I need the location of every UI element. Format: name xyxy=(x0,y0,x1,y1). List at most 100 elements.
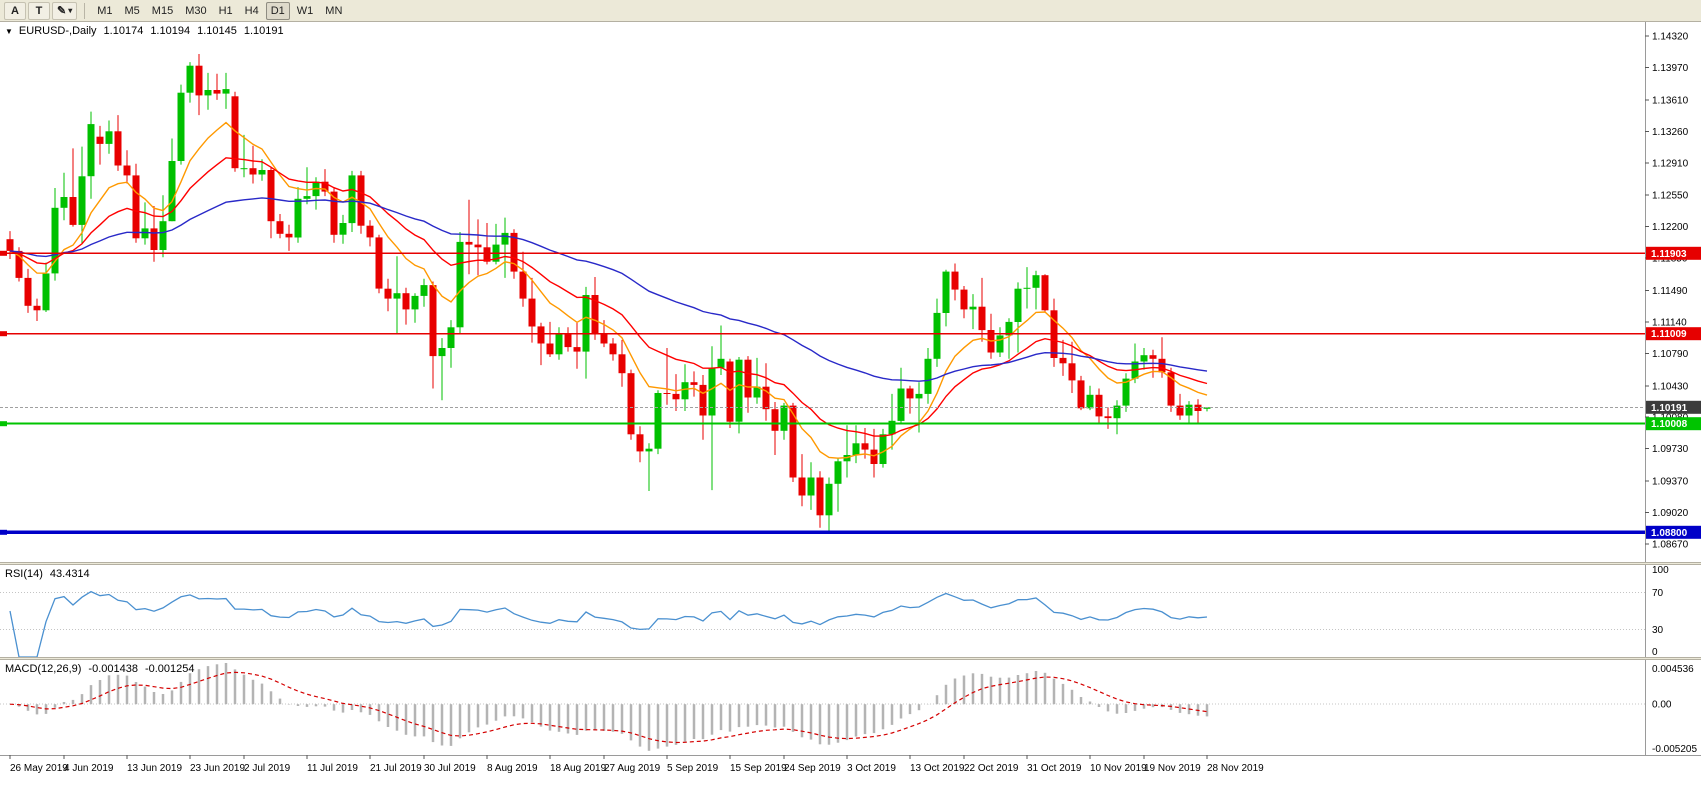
timeframe-button-h1[interactable]: H1 xyxy=(218,4,233,17)
price-tag-label: 1.10008 xyxy=(1651,419,1688,430)
candle-body xyxy=(105,131,113,144)
main-chart-panel: 1.14320 1.13970 1.13610 1.13260 1.12910 1.125… xyxy=(0,22,1701,562)
price-tag-label: 1.11009 xyxy=(1651,329,1687,340)
price-tick-label: 1.12550 xyxy=(1652,191,1689,202)
candle-body xyxy=(42,273,50,311)
price-tick-label: 1.11490 xyxy=(1652,286,1688,297)
toolbar-button-t[interactable]: T xyxy=(28,1,50,20)
timeframe-button-h4[interactable]: H4 xyxy=(244,4,259,17)
timeframe-button-m5[interactable]: M5 xyxy=(124,4,140,17)
caret-down-icon: ▾ xyxy=(68,6,73,15)
timeframe-button-m1[interactable]: M1 xyxy=(97,4,113,17)
candle-body xyxy=(942,271,950,313)
candle-body xyxy=(618,354,626,374)
date-label: 13 Jun 2019 xyxy=(127,763,182,774)
macd-chart[interactable]: 0.004536 0.00 -0.005205 xyxy=(0,660,1701,755)
candle-body xyxy=(690,382,698,385)
candle-body xyxy=(357,175,365,226)
candle-body xyxy=(960,289,968,310)
date-axis-panel[interactable]: 26 May 2019 4 Jun 2019 13 Jun 2019 23 Jun 2… xyxy=(0,755,1701,788)
candle-body xyxy=(141,228,149,239)
price-tick-label: 1.13610 xyxy=(1652,95,1689,106)
macd-axis-label: 0.004536 xyxy=(1652,664,1694,675)
main-chart[interactable]: 1.14320 1.13970 1.13610 1.13260 1.12910 1.125… xyxy=(0,22,1701,562)
candle-body xyxy=(330,191,338,235)
candle-body xyxy=(60,197,68,208)
candle-body xyxy=(393,293,401,299)
candle-body xyxy=(1122,378,1130,406)
line-endpoint xyxy=(0,421,7,427)
timeframe-button-d1[interactable]: D1 xyxy=(265,1,290,20)
rsi-axis-label: 70 xyxy=(1652,588,1664,599)
price-tag-label: 1.10191 xyxy=(1651,403,1688,414)
candle-body xyxy=(195,65,203,96)
rsi-line xyxy=(9,590,1208,657)
price-high: 1.10194 xyxy=(150,25,191,37)
date-label: 8 Aug 2019 xyxy=(487,763,538,774)
rsi-axis-label: 30 xyxy=(1652,625,1664,636)
price-tick-label: 1.09020 xyxy=(1652,508,1689,519)
price-close: 1.10191 xyxy=(243,25,284,37)
candle-body xyxy=(429,285,437,357)
candle-body xyxy=(897,388,905,421)
candle-body xyxy=(753,386,761,398)
drawing-tools-button[interactable]: ✎ ▾ xyxy=(52,1,78,20)
candle-body xyxy=(546,343,554,355)
candle-body xyxy=(168,161,176,222)
panel-separator[interactable] xyxy=(0,657,1701,660)
date-label: 26 May 2019 xyxy=(10,763,68,774)
candle-body xyxy=(1203,407,1211,409)
price-low: 1.10145 xyxy=(197,25,237,37)
candle-body xyxy=(1158,358,1166,373)
candle-body xyxy=(33,305,41,311)
candle-body xyxy=(465,241,473,245)
candle-body xyxy=(6,239,14,251)
price-tick-label: 1.12910 xyxy=(1652,158,1689,169)
date-label: 22 Oct 2019 xyxy=(964,763,1019,774)
candle-body xyxy=(582,295,590,352)
price-tick-label: 1.12200 xyxy=(1652,222,1689,233)
price-tag xyxy=(1646,525,1701,539)
candle-body xyxy=(780,405,788,431)
timeframe-button-m30[interactable]: M30 xyxy=(185,4,207,17)
candle-body xyxy=(258,170,266,175)
candle-body xyxy=(1185,404,1193,416)
timeframe-button-m15[interactable]: M15 xyxy=(151,4,174,17)
toolbar-button-a[interactable]: A xyxy=(4,1,26,20)
candle-body xyxy=(924,358,932,394)
candle-body xyxy=(636,434,644,452)
candle-body xyxy=(1005,321,1013,336)
candle-body xyxy=(951,271,959,290)
candle-body xyxy=(303,196,311,199)
price-tag xyxy=(1646,417,1701,431)
candle-body xyxy=(204,90,212,96)
candle-body xyxy=(834,461,842,484)
candle-body xyxy=(1032,275,1040,288)
price-axis[interactable] xyxy=(1646,22,1701,562)
candle-body xyxy=(177,92,185,161)
rsi-chart[interactable]: 100 70 30 0 xyxy=(0,565,1701,657)
candle-body xyxy=(663,393,671,394)
candle-body xyxy=(474,244,482,248)
candle-body xyxy=(438,348,446,357)
candle-body xyxy=(249,168,257,175)
candle-body xyxy=(555,334,563,355)
candle-body xyxy=(789,405,797,478)
line-endpoint xyxy=(0,250,7,256)
candle-body xyxy=(285,233,293,238)
candle-body xyxy=(627,373,635,435)
panel-separator[interactable] xyxy=(0,562,1701,565)
candle-body xyxy=(321,181,329,192)
ma-line-medium xyxy=(9,157,1208,437)
chart-dropdown-icon[interactable]: ▼ xyxy=(5,26,13,36)
candle-body xyxy=(537,326,545,344)
price-open: 1.10174 xyxy=(103,25,144,37)
price-tick-label: 1.09730 xyxy=(1652,444,1689,455)
candle-body xyxy=(717,358,725,368)
timeframe-button-mn[interactable]: MN xyxy=(325,4,343,17)
rsi-axis-label: 100 xyxy=(1652,565,1669,576)
timeframe-button-w1[interactable]: W1 xyxy=(296,4,314,17)
rsi-title: RSI(14) xyxy=(5,568,43,580)
